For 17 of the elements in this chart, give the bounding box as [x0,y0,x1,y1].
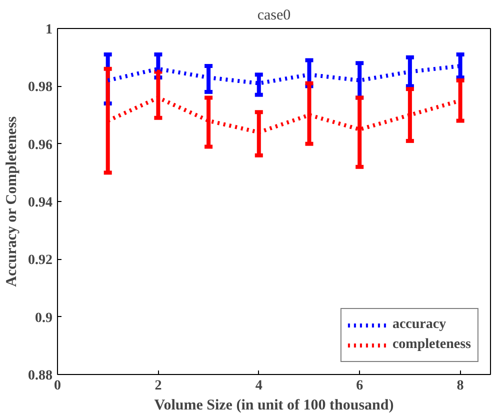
chart-title: case0 [257,8,291,24]
legend-label: completeness [392,337,471,353]
x-tick-label: 4 [255,378,262,394]
y-tick-label: 0.88 [28,368,52,384]
y-tick-label: 0.94 [28,196,52,210]
y-tick-label: 0.9 [35,310,52,326]
y-tick-label: 0.96 [28,138,52,153]
y-tick-label: 1 [46,22,52,38]
legend-label: accuracy [392,317,446,333]
y-tick-label: 0.98 [28,80,52,96]
x-axis-title: Volume Size (in unit of 100 thousand) [154,398,394,414]
y-tick-label: 0.92 [28,253,52,268]
x-tick-label: 0 [54,378,61,394]
x-tick-label: 2 [154,378,162,394]
x-tick-label: 8 [456,378,464,394]
y-axis-title: Accuracy or Completeness [4,116,20,287]
x-tick-label: 6 [356,378,364,394]
